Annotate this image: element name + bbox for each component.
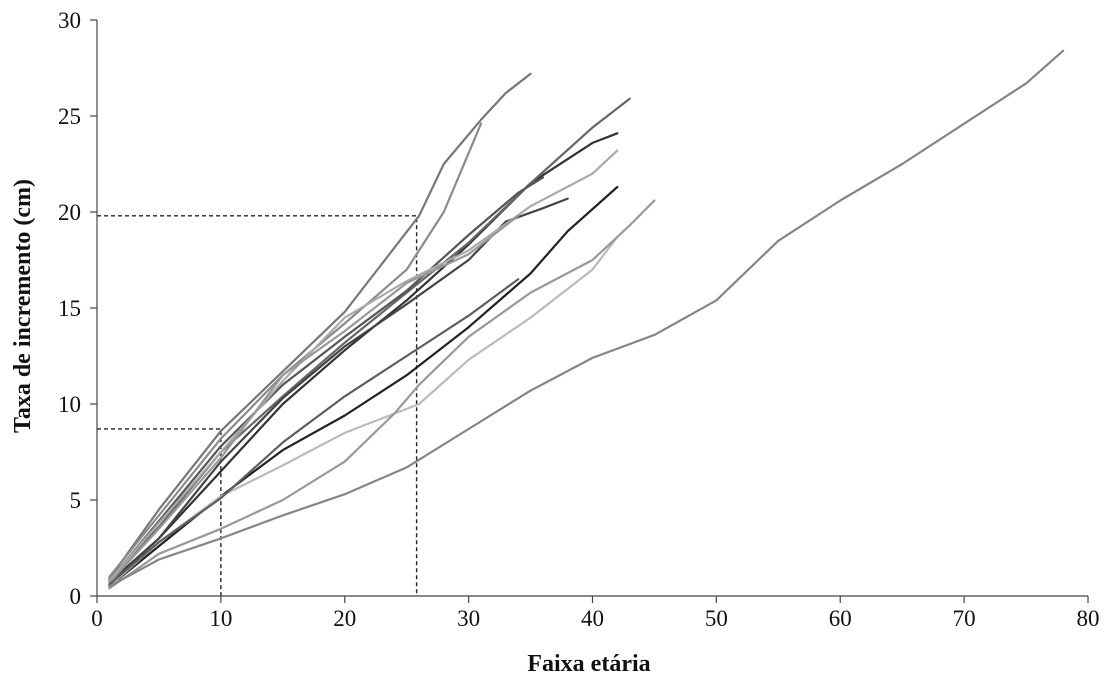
y-tick-label: 20 — [58, 200, 81, 225]
y-tick-label: 10 — [58, 392, 81, 417]
y-tick-label: 0 — [70, 584, 82, 609]
x-tick-label: 10 — [209, 606, 232, 631]
y-tick-label: 5 — [70, 488, 82, 513]
series-line-5 — [108, 176, 545, 582]
x-tick-label: 20 — [333, 606, 356, 631]
axes — [96, 20, 1088, 597]
x-tick-label: 60 — [829, 606, 852, 631]
series-line-2 — [108, 122, 483, 578]
series-line-4 — [108, 97, 631, 582]
series-line-6 — [108, 197, 569, 586]
x-tick-label: 30 — [457, 606, 480, 631]
y-tick-label: 15 — [58, 296, 81, 321]
ticks: 0 10 20 30 40 50 60 70 80 0 5 10 15 20 25 30 — [58, 8, 1100, 631]
series-line-13 — [108, 49, 1065, 588]
reference-line-2 — [97, 215, 418, 596]
reference-lines — [97, 215, 418, 596]
x-tick-label: 0 — [91, 606, 103, 631]
series-line-9 — [108, 185, 619, 588]
x-axis-title: Faixa etária — [527, 651, 650, 677]
series-line-1 — [108, 72, 532, 580]
series-line-11 — [108, 199, 656, 590]
x-tick-label: 50 — [705, 606, 728, 631]
series-line-7 — [108, 149, 619, 582]
y-tick-label: 30 — [58, 8, 81, 33]
series-line-8 — [108, 214, 520, 584]
y-tick-label: 25 — [58, 104, 81, 129]
series-line-12 — [108, 278, 520, 586]
x-tick-label: 80 — [1077, 606, 1100, 631]
y-axis-title: Taxa de incremento (cm) — [10, 179, 36, 433]
x-tick-label: 40 — [581, 606, 604, 631]
x-tick-label: 70 — [953, 606, 976, 631]
series-lines — [108, 49, 1065, 590]
